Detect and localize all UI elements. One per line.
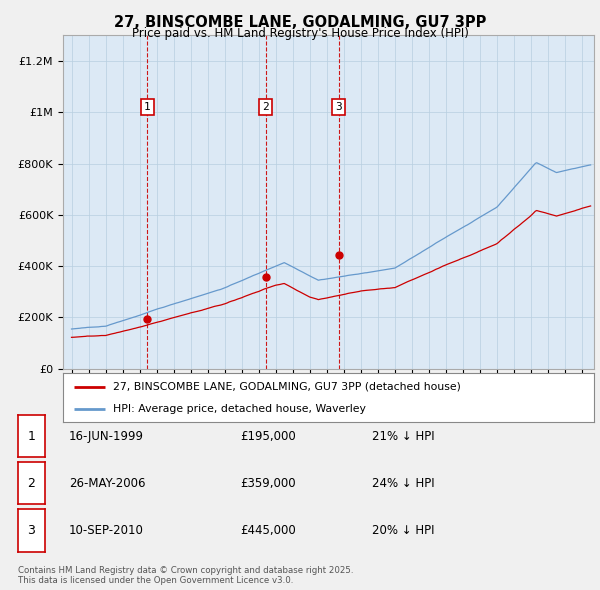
- Text: 21% ↓ HPI: 21% ↓ HPI: [372, 430, 434, 442]
- Text: 1: 1: [28, 430, 35, 442]
- Text: 3: 3: [335, 102, 342, 112]
- Text: HPI: Average price, detached house, Waverley: HPI: Average price, detached house, Wave…: [113, 404, 367, 414]
- Text: 27, BINSCOMBE LANE, GODALMING, GU7 3PP: 27, BINSCOMBE LANE, GODALMING, GU7 3PP: [114, 15, 486, 30]
- Text: 3: 3: [28, 524, 35, 537]
- Text: 10-SEP-2010: 10-SEP-2010: [69, 524, 144, 537]
- Text: Contains HM Land Registry data © Crown copyright and database right 2025.
This d: Contains HM Land Registry data © Crown c…: [18, 566, 353, 585]
- Text: 24% ↓ HPI: 24% ↓ HPI: [372, 477, 434, 490]
- Text: 2: 2: [28, 477, 35, 490]
- Text: Price paid vs. HM Land Registry's House Price Index (HPI): Price paid vs. HM Land Registry's House …: [131, 27, 469, 40]
- Text: 2: 2: [262, 102, 269, 112]
- Text: 16-JUN-1999: 16-JUN-1999: [69, 430, 144, 442]
- Text: £359,000: £359,000: [240, 477, 296, 490]
- Text: 27, BINSCOMBE LANE, GODALMING, GU7 3PP (detached house): 27, BINSCOMBE LANE, GODALMING, GU7 3PP (…: [113, 382, 461, 392]
- Text: 1: 1: [144, 102, 151, 112]
- Text: £195,000: £195,000: [240, 430, 296, 442]
- Text: 26-MAY-2006: 26-MAY-2006: [69, 477, 146, 490]
- Text: £445,000: £445,000: [240, 524, 296, 537]
- Text: 20% ↓ HPI: 20% ↓ HPI: [372, 524, 434, 537]
